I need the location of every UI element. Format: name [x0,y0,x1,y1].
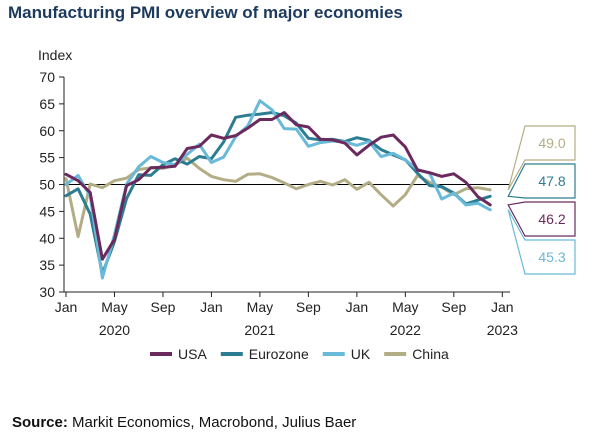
source-note: Source: Markit Economics, Macrobond, Jul… [12,414,356,431]
legend-label-uk: UK [351,346,371,362]
x-tick-label: Sep [441,299,466,315]
y-tick-label: 70 [39,69,55,85]
source-text: Markit Economics, Macrobond, Julius Baer [68,414,356,431]
x-tick-label: Jan [491,299,514,315]
y-tick-label: 35 [39,257,55,273]
x-tick-label: Jan [346,299,369,315]
chart-title: Manufacturing PMI overview of major econ… [8,3,403,22]
x-axis: Jan May Sep Jan May Sep Jan May Sep Jan 2020 2021 20… [55,291,518,338]
callout-value-uk: 45.3 [538,249,565,265]
series-line-eurozone [64,111,492,276]
x-tick-label: May [247,299,273,315]
series-lines [64,99,492,280]
callout-box-china [507,125,576,191]
callout-box-usa [507,201,576,237]
callout-value-eurozone: 47.8 [538,173,565,189]
callout-value-china: 49.0 [538,135,565,151]
series-line-china [64,156,492,239]
x-year-label: 2021 [244,322,275,338]
y-tick-label: 65 [39,96,55,112]
y-tick-label: 40 [39,230,55,246]
legend-label-china: China [412,346,449,362]
y-tick-label: 55 [39,150,55,166]
x-tick-label: May [101,299,127,315]
x-tick-label: Jan [55,299,78,315]
legend: USA Eurozone UK China [150,346,449,362]
x-tick-label: Sep [150,299,175,315]
callout-box-eurozone [507,163,576,199]
y-tick-label: 45 [39,203,55,219]
x-tick-label: Jan [200,299,223,315]
x-year-label: 2022 [390,322,421,338]
callout-value-usa: 46.2 [538,211,565,227]
y-tick-label: 60 [39,123,55,139]
x-tick-label: May [392,299,418,315]
legend-label-usa: USA [178,346,207,362]
y-axis-label: Index [38,47,72,63]
legend-label-eurozone: Eurozone [249,346,309,362]
source-label: Source: [12,414,68,431]
callout-box-uk [507,209,576,275]
y-axis: 30 35 40 45 50 55 60 65 70 [39,69,65,300]
x-year-label: 2020 [99,322,130,338]
end-value-callouts: 49.0 47.8 45.3 46.2 [507,125,576,275]
y-tick-label: 50 [39,177,55,193]
series-line-usa [64,111,492,261]
x-tick-label: Sep [296,299,321,315]
y-tick-label: 30 [39,284,55,300]
x-year-label: 2023 [487,322,518,338]
